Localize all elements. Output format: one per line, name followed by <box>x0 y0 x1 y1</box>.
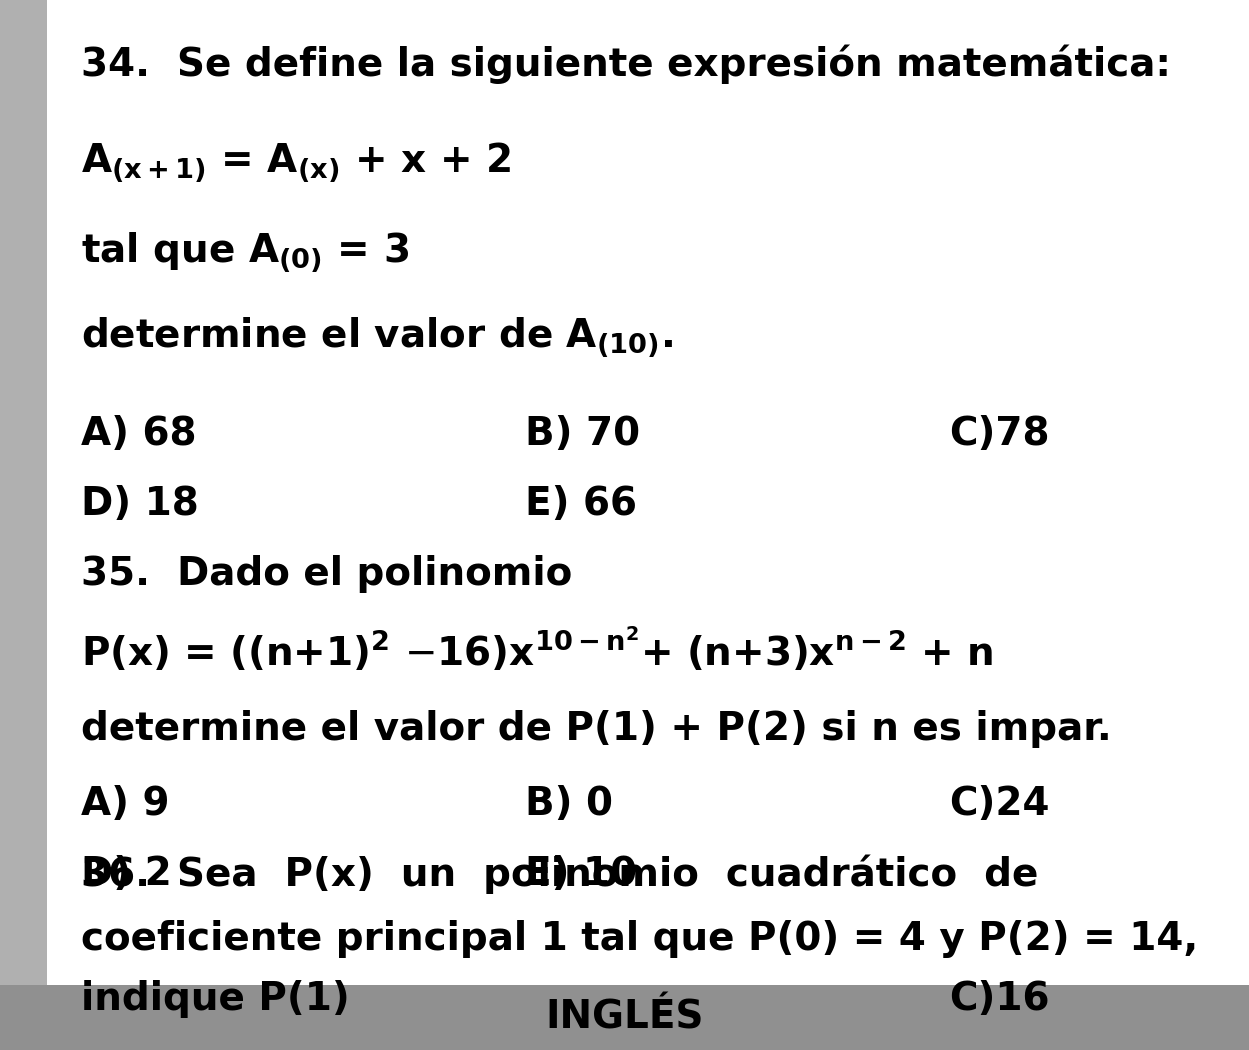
Bar <box>0 0 47 985</box>
Text: determine el valor de P(1) + P(2) si n es impar.: determine el valor de P(1) + P(2) si n e… <box>81 710 1112 748</box>
Text: C)24: C)24 <box>949 785 1049 823</box>
Text: tal que A$_{\mathbf{(0)}}$ = 3: tal que A$_{\mathbf{(0)}}$ = 3 <box>81 230 410 275</box>
Text: D) 2: D) 2 <box>81 855 172 892</box>
Text: B) 0: B) 0 <box>525 785 612 823</box>
Text: B) 70: B) 70 <box>525 415 639 453</box>
Bar <box>0 985 1249 1050</box>
Text: 34.  Se define la siguiente expresión matemática:: 34. Se define la siguiente expresión mat… <box>81 45 1172 84</box>
Text: P(x) = ((n+1)$^{\mathbf{2}}$ $-$16)x$^{\mathbf{10-n^2}}$+ (n+3)x$^{\mathbf{n-2}}: P(x) = ((n+1)$^{\mathbf{2}}$ $-$16)x$^{\… <box>81 625 994 674</box>
Text: coeficiente principal 1 tal que P(0) = 4 y P(2) = 14,: coeficiente principal 1 tal que P(0) = 4… <box>81 920 1199 958</box>
Text: C)16: C)16 <box>949 980 1049 1018</box>
Text: 36.  Sea  P(x)  un  polinomio  cuadrático  de: 36. Sea P(x) un polinomio cuadrático de <box>81 855 1039 895</box>
Text: indique P(1): indique P(1) <box>81 980 350 1018</box>
Text: A) 68: A) 68 <box>81 415 196 453</box>
Text: INGLÉS: INGLÉS <box>546 999 703 1036</box>
Text: D) 18: D) 18 <box>81 485 199 523</box>
Text: A) 9: A) 9 <box>81 785 170 823</box>
Text: determine el valor de A$_{\mathbf{(10)}}$.: determine el valor de A$_{\mathbf{(10)}}… <box>81 315 673 360</box>
Text: 35.  Dado el polinomio: 35. Dado el polinomio <box>81 555 572 593</box>
Text: A$_{\mathbf{(x+1)}}$ = A$_{\mathbf{(x)}}$ + x + 2: A$_{\mathbf{(x+1)}}$ = A$_{\mathbf{(x)}}… <box>81 140 511 185</box>
Text: E) 10: E) 10 <box>525 855 637 892</box>
Text: C)78: C)78 <box>949 415 1049 453</box>
Text: E) 66: E) 66 <box>525 485 637 523</box>
